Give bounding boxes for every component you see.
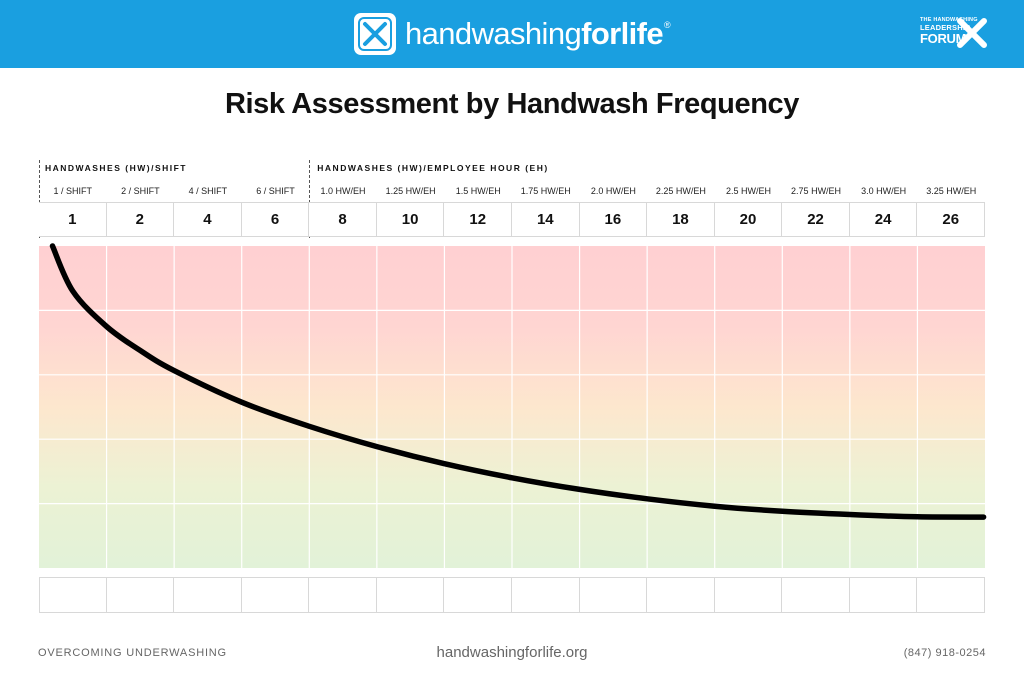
sublabel-1: 2 / SHIFT <box>121 186 160 196</box>
chart-title: Risk Assessment by Handwash Frequency <box>224 88 799 120</box>
partner-line-1: THE HANDWASHING <box>920 17 978 23</box>
category-label-7: 14 <box>512 202 580 237</box>
category-label-12: 24 <box>849 202 918 237</box>
footer-cell-7 <box>512 577 580 613</box>
category-label-1: 2 <box>106 202 175 237</box>
brand-wordmark: handwashingforlife® <box>405 16 671 52</box>
category-label-6: 12 <box>444 202 512 237</box>
category-label-9: 18 <box>647 202 715 237</box>
footer-cell-5 <box>376 577 445 613</box>
sublabel-7: 1.75 HW/EH <box>520 186 571 196</box>
category-label-13: 26 <box>917 202 985 237</box>
brand-bold: forlife <box>581 16 664 51</box>
category-label-10: 20 <box>714 202 783 237</box>
sublabel-3: 6 / SHIFT <box>256 186 295 196</box>
sublabel-0: 1 / SHIFT <box>53 186 93 196</box>
registered-mark: ® <box>664 20 671 30</box>
category-label-2: 4 <box>174 202 242 237</box>
footer-cell-9 <box>647 577 715 613</box>
sublabel-10: 2.5 HW/EH <box>725 186 771 196</box>
dashed-separator-left <box>39 160 40 238</box>
sublabel-5: 1.25 HW/EH <box>385 186 436 196</box>
dashed-separator-mid <box>309 160 310 238</box>
footer-cell-13 <box>917 577 985 613</box>
category-label-0: 1 <box>39 202 107 237</box>
risk-curve <box>49 243 987 520</box>
footer-cell-12 <box>849 577 918 613</box>
brand-light: handwashing <box>405 16 582 51</box>
sublabel-8: 2.0 HW/EH <box>590 186 636 196</box>
category-label-3: 6 <box>241 202 310 237</box>
category-label-4: 8 <box>309 202 377 237</box>
sublabel-9: 2.25 HW/EH <box>655 186 706 196</box>
sublabel-4: 1.0 HW/EH <box>320 186 366 196</box>
footer-cell-4 <box>309 577 377 613</box>
partner-line-2: LEADERSHIP <box>920 22 971 32</box>
partner-wordmark: THE HANDWASHING LEADERSHIP FORUM <box>920 17 978 46</box>
footer-phone: (847) 918-0254 <box>903 647 986 659</box>
hand-arrows-icon <box>354 13 396 55</box>
footer-cell-6 <box>444 577 512 613</box>
partner-logo[interactable]: THE HANDWASHING LEADERSHIP FORUM <box>918 16 990 52</box>
partner-line-3: FORUM <box>920 31 967 46</box>
footer-tagline: OVERCOMING UNDERWASHING <box>38 647 227 659</box>
footer-cell-2 <box>174 577 242 613</box>
footer-cell-10 <box>714 577 783 613</box>
footer-cell-11 <box>782 577 850 613</box>
footer-website-link[interactable]: handwashingforlife.org <box>436 644 588 661</box>
footer-cell-3 <box>241 577 310 613</box>
sublabel-12: 3.0 HW/EH <box>861 186 907 196</box>
footer-cell-0 <box>39 577 107 613</box>
group-label-per-shift: HANDWASHES (HW)/SHIFT <box>45 163 187 173</box>
brand-logo[interactable]: handwashingforlife® <box>354 13 671 55</box>
sublabel-11: 2.75 HW/EH <box>791 186 842 196</box>
footer-cell-1 <box>106 577 175 613</box>
sublabel-6: 1.5 HW/EH <box>455 186 501 196</box>
group-label-per-hour: HANDWASHES (HW)/EMPLOYEE HOUR (EH) <box>317 163 549 173</box>
footer-cell-8 <box>579 577 648 613</box>
category-label-5: 10 <box>376 202 445 237</box>
sublabel-13: 3.25 HW/EH <box>926 186 977 196</box>
x-hands-icon <box>957 18 987 48</box>
category-label-11: 22 <box>782 202 850 237</box>
header-bar: handwashingforlife® THE HANDWASHING LEAD… <box>0 0 1024 68</box>
sublabel-2: 4 / SHIFT <box>188 186 228 196</box>
category-label-8: 16 <box>579 202 648 237</box>
